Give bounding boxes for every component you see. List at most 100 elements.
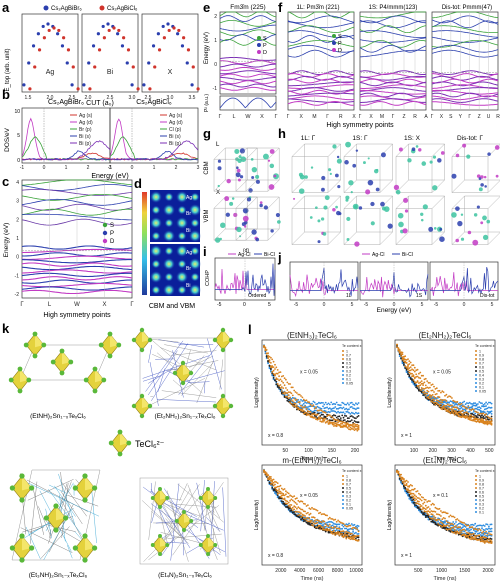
l-point [349, 536, 352, 538]
l-point [445, 400, 448, 402]
l-point [335, 529, 338, 531]
l-point [308, 507, 311, 510]
l-point [453, 531, 456, 534]
l-xlabel-0: Time (ns) [300, 456, 323, 462]
l-point [490, 540, 493, 543]
l-legend-marker [475, 511, 477, 513]
h-vbm-2-lobe [420, 218, 424, 222]
k-center-label: TeCl₆²⁻ [135, 439, 165, 449]
l-point [345, 421, 348, 423]
l-legend-val: 0.1 [346, 377, 351, 381]
l-point [456, 528, 459, 530]
g-cbm-x-lobe [251, 166, 258, 173]
k3-ligand [49, 504, 74, 553]
l-point [467, 530, 470, 532]
l-point [357, 428, 360, 431]
l-point [434, 519, 437, 521]
g-vbm-l-lobe [220, 222, 226, 229]
l-point [327, 402, 330, 405]
l-point [486, 538, 489, 541]
l-point [345, 403, 348, 406]
l-point [470, 526, 472, 529]
g-cbm-x-lobe [237, 158, 242, 163]
l-point [412, 492, 415, 495]
l-point [412, 369, 415, 372]
l-annot-top-2: x = 0.05 [300, 493, 318, 499]
l-point [468, 406, 471, 409]
l-point [467, 528, 470, 530]
g-orbital-cells [213, 147, 281, 243]
l-point [345, 533, 348, 535]
l-point [345, 537, 348, 540]
l-point [442, 511, 445, 514]
l-point [448, 404, 450, 406]
l-point [457, 529, 460, 532]
l-point [488, 412, 490, 415]
h-vbm-0-lobe [335, 205, 338, 209]
k1-oct-1-cl [92, 388, 98, 394]
l-point [404, 484, 407, 487]
l-point [440, 521, 442, 523]
l-point [348, 403, 350, 406]
k2-oct-2-cl [131, 403, 137, 409]
h-vbm-3-edge [487, 196, 500, 209]
h-cbm-0-lobe [310, 166, 314, 169]
l-point [311, 415, 313, 418]
l-point [324, 401, 327, 404]
l-point [344, 531, 346, 534]
panel-b: b DOS/eV Cs₂AgBiBr₆ Cs₂AgBiCl₆ 10 5 0 Ag… [2, 87, 200, 180]
l-point [451, 400, 453, 403]
a-point [166, 22, 170, 26]
l-legend-val: 1 [479, 349, 481, 353]
l-legend-marker [342, 479, 344, 481]
l-frame-0 [261, 339, 363, 446]
l-point [422, 502, 424, 505]
l-point [405, 361, 408, 364]
a-point [22, 83, 26, 87]
h-cbm-0-lobe [321, 175, 326, 181]
l-annot-bot-0: x = 0.8 [268, 433, 283, 439]
l-point [305, 402, 308, 404]
l-point [319, 417, 322, 419]
h-cbm-3-lobe [494, 145, 500, 150]
a-point [62, 36, 66, 40]
l-legend-val: 0.4 [479, 373, 484, 377]
k1-oct-1-cl [83, 377, 89, 383]
l-point [477, 529, 479, 532]
g-vbm-x-edge [267, 196, 280, 209]
l-point [467, 532, 470, 535]
l-point [302, 402, 305, 405]
l-point [396, 471, 398, 473]
k2-ligand [157, 368, 166, 393]
l-point [449, 404, 452, 407]
a-frame-1 [81, 13, 139, 93]
l-point [342, 421, 345, 424]
l-point [285, 493, 287, 496]
l-point [456, 524, 459, 526]
l-point [461, 535, 464, 538]
l-point [272, 360, 275, 363]
a-frame-2 [141, 13, 199, 93]
panel-g: g CBM VBM L X [203, 126, 281, 243]
l-point [296, 497, 298, 500]
l-legend-marker [342, 487, 344, 489]
l-point [468, 525, 471, 527]
l-point [457, 519, 460, 522]
g-vbm-x-edge [235, 196, 248, 209]
l-point [463, 522, 466, 524]
l-point [271, 484, 274, 486]
j-xtick: 0 [463, 302, 466, 308]
k4-ligand [154, 501, 173, 524]
panel-d: d Ag Br Bi Ag Br Bi CBM and VBM [134, 176, 201, 310]
l-point [453, 522, 456, 525]
h-cbm-3-lobe [455, 153, 460, 158]
h-title-dis: Dis-tot: Γ [457, 135, 483, 142]
l-point [456, 412, 459, 414]
l-point [319, 528, 322, 531]
l-point [296, 503, 298, 505]
band-line [287, 25, 355, 34]
l-point [446, 528, 449, 531]
a-point [106, 22, 110, 26]
